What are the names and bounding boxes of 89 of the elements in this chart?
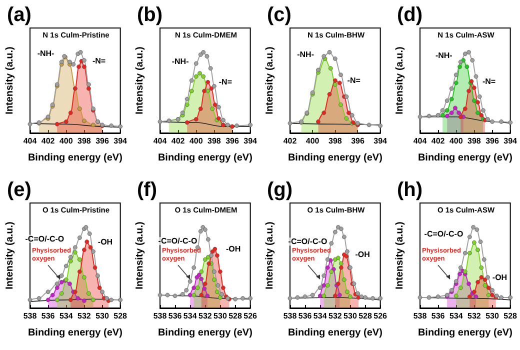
x-tick-label: 536 xyxy=(41,312,56,320)
x-tick-label: 394 xyxy=(114,136,128,146)
chart-title: (f) xyxy=(137,179,157,201)
x-tick-label: 404 xyxy=(23,136,38,146)
annotation: -C=O/-C-O xyxy=(25,234,64,244)
annotation: -OH xyxy=(355,250,370,260)
x-tick-label: 394 xyxy=(374,136,388,146)
chart-title: (g) xyxy=(267,179,293,201)
chart-title: (e) xyxy=(7,179,32,201)
x-tick-label: 394 xyxy=(504,136,518,146)
x-axis-title: Binding energy (eV) xyxy=(158,152,252,164)
x-tick-label: 532 xyxy=(328,312,342,320)
x-tick-label: 538 xyxy=(413,312,428,320)
x-tick-label: 536 xyxy=(431,312,446,320)
annotation: -C=O/-C-O xyxy=(288,237,328,246)
y-axis-title: Intensity (a.u.) xyxy=(134,46,146,114)
annotation: -C=O/-C-O xyxy=(158,236,198,246)
x-tick-label: 528 xyxy=(358,312,372,320)
x-tick-label: 402 xyxy=(171,136,186,146)
x-tick-label: 398 xyxy=(468,136,482,146)
x-axis-title: Binding energy (eV) xyxy=(288,152,382,164)
y-axis-title: Intensity (a.u.) xyxy=(264,222,276,290)
annotation: -NH- xyxy=(297,50,314,59)
chart-title: (c) xyxy=(267,4,292,26)
x-tick-label: 400 xyxy=(306,136,320,146)
annotation: -NH- xyxy=(172,57,190,66)
chart-title: (b) xyxy=(137,4,163,26)
x-tick-label: 526 xyxy=(244,312,258,320)
x-tick-label: 398 xyxy=(208,136,222,146)
x-tick-label: 394 xyxy=(244,136,258,146)
x-tick-label: 528 xyxy=(504,312,518,320)
x-tick-label: 530 xyxy=(214,312,228,320)
x-axis-title: Binding energy (eV) xyxy=(418,152,512,164)
x-tick-label: 404 xyxy=(153,136,168,146)
chart-title: (a) xyxy=(7,4,32,26)
x-tick-label: 530 xyxy=(344,312,358,320)
x-axis-title: Binding energy (eV) xyxy=(28,152,122,164)
x-tick-label: 530 xyxy=(486,312,500,320)
x-tick-label: 528 xyxy=(114,312,128,320)
x-tick-label: 402 xyxy=(41,136,56,146)
x-tick-label: 404 xyxy=(413,136,428,146)
annotation: -OH xyxy=(492,272,508,282)
x-tick-label: 400 xyxy=(449,136,464,146)
annotation: -C=O/-C-O xyxy=(424,229,464,238)
chart-title: (h) xyxy=(397,179,423,201)
x-tick-label: 532 xyxy=(468,312,482,320)
y-axis-title: Intensity (a.u.) xyxy=(4,222,16,290)
annotation: -N= xyxy=(347,76,361,85)
x-tick-label: 534 xyxy=(183,312,198,320)
x-axis-title: Binding energy (eV) xyxy=(288,328,382,338)
x-tick-label: 530 xyxy=(96,312,110,320)
x-tick-label: 534 xyxy=(313,312,328,320)
y-axis-title: Intensity (a.u.) xyxy=(264,46,276,114)
y-axis-title: Intensity (a.u.) xyxy=(394,46,406,114)
x-tick-label: 396 xyxy=(226,136,240,146)
annotation: -OH xyxy=(226,244,241,254)
x-tick-label: 400 xyxy=(189,136,204,146)
annotation: -NH- xyxy=(435,50,453,60)
annotation: -N= xyxy=(92,56,106,66)
x-tick-label: 538 xyxy=(153,312,168,320)
annotation: -OH xyxy=(98,237,113,246)
annotation: -N= xyxy=(218,78,232,87)
x-tick-label: 400 xyxy=(59,136,74,146)
x-tick-label: 396 xyxy=(486,136,500,146)
x-tick-label: 528 xyxy=(228,312,242,320)
x-tick-label: 398 xyxy=(328,136,342,146)
annotation: -NH- xyxy=(37,49,55,58)
x-tick-label: 396 xyxy=(96,136,110,146)
x-tick-label: 402 xyxy=(431,136,446,146)
x-tick-label: 536 xyxy=(168,312,182,320)
x-tick-label: 534 xyxy=(449,312,464,320)
x-tick-label: 402 xyxy=(283,136,298,146)
chart-title: (d) xyxy=(397,4,423,26)
x-tick-label: 398 xyxy=(78,136,92,146)
x-tick-label: 538 xyxy=(23,312,38,320)
x-tick-label: 532 xyxy=(198,312,212,320)
y-axis-title: Intensity (a.u.) xyxy=(4,46,16,114)
x-axis-title: Binding energy (eV) xyxy=(418,328,512,338)
x-tick-label: 536 xyxy=(298,312,312,320)
x-tick-label: 538 xyxy=(283,312,298,320)
annotation: -N= xyxy=(482,76,496,86)
x-tick-label: 532 xyxy=(78,312,92,320)
y-axis-title: Intensity (a.u.) xyxy=(134,222,146,290)
y-axis-title: Intensity (a.u.) xyxy=(394,222,406,290)
x-tick-label: 396 xyxy=(351,136,365,146)
x-tick-label: 534 xyxy=(59,312,74,320)
x-axis-title: Binding energy (eV) xyxy=(28,328,122,338)
x-axis-title: Binding energy (eV) xyxy=(158,328,252,338)
x-tick-label: 526 xyxy=(374,312,388,320)
